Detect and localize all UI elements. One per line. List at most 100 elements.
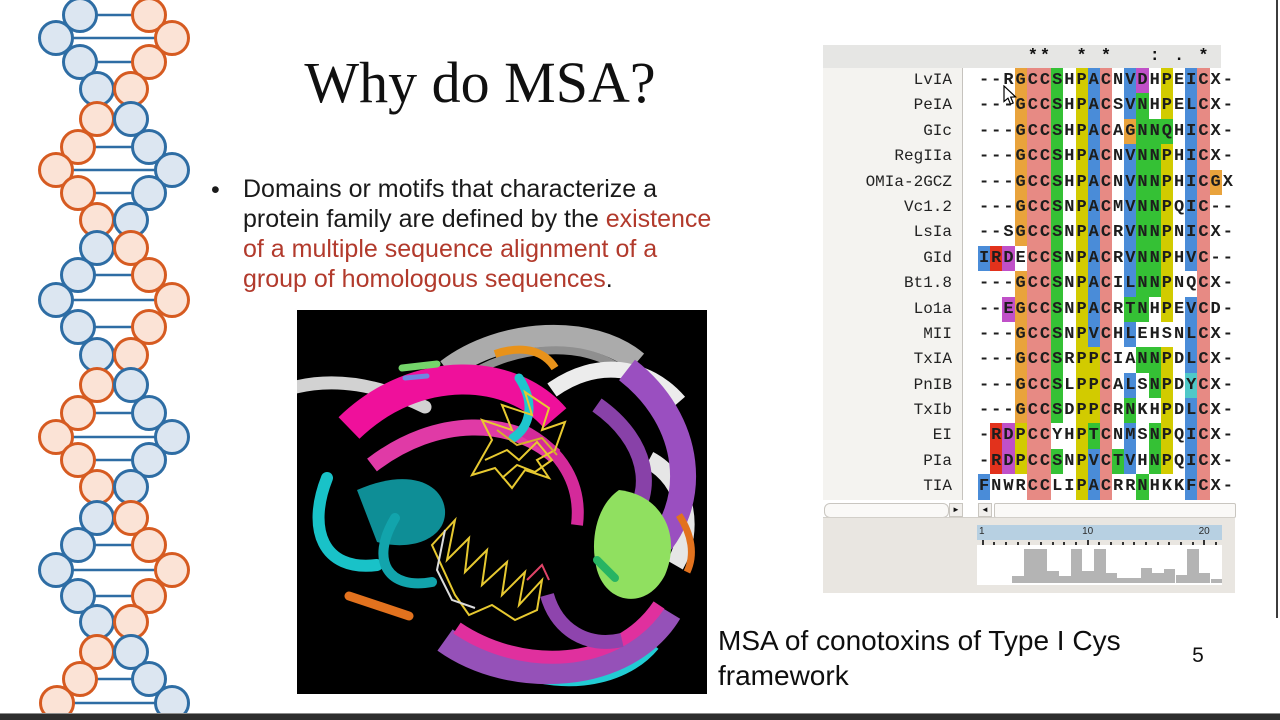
residue-cell[interactable]: W [1002,474,1015,500]
residue-cell[interactable]: - [1002,169,1015,195]
names-horizontal-scrollbar[interactable] [824,503,949,518]
sequence-name[interactable]: GId [923,248,952,267]
residue-cell[interactable]: C [1099,347,1113,373]
residue-cell[interactable]: L [1185,347,1198,373]
residue-cell[interactable]: G [1014,271,1027,297]
residue-cell[interactable]: I [1185,220,1198,246]
residue-cell[interactable]: P [1075,296,1088,322]
residue-cell[interactable]: N [1136,144,1149,170]
residue-cell[interactable]: H [1148,93,1161,119]
residue-cell[interactable]: S [1051,245,1064,272]
residue-cell[interactable]: T [1124,296,1137,322]
residue-cell[interactable]: N [1112,423,1125,449]
residue-cell[interactable]: N [1148,423,1161,449]
residue-cell[interactable]: - [990,372,1003,399]
residue-cell[interactable]: S [1051,448,1064,475]
residue-cell[interactable]: - [1221,93,1234,119]
residue-cell[interactable]: G [1014,296,1027,322]
residue-cell[interactable]: N [1136,245,1149,272]
residue-cell[interactable]: N [1136,118,1149,145]
residue-cell[interactable]: N [990,474,1003,500]
residue-cell[interactable]: A [1087,194,1100,221]
residue-cell[interactable]: R [990,245,1003,272]
residue-cell[interactable]: R [1124,474,1137,500]
residue-cell[interactable]: E [1002,296,1015,322]
residue-cell[interactable]: - [1221,271,1234,297]
residue-cell[interactable]: - [1221,321,1234,348]
residue-cell[interactable]: P [1160,169,1173,195]
residue-cell[interactable]: E [1173,296,1186,322]
residue-cell[interactable]: S [1051,169,1064,195]
residue-cell[interactable]: A [1087,68,1100,94]
residue-cell[interactable]: P [1160,271,1173,297]
residue-cell[interactable]: - [1221,296,1234,322]
residue-cell[interactable]: P [1075,245,1088,272]
residue-cell[interactable]: P [1075,423,1088,449]
residue-cell[interactable]: X [1209,144,1222,170]
residue-cell[interactable]: X [1209,271,1222,297]
residue-cell[interactable]: X [1209,448,1222,475]
residue-cell[interactable]: R [990,423,1003,449]
residue-cell[interactable]: G [1014,398,1027,424]
residue-cell[interactable]: A [1087,93,1100,119]
residue-cell[interactable]: P [1075,220,1088,246]
residue-cell[interactable]: - [1221,398,1234,424]
residue-cell[interactable]: - [990,144,1003,170]
residue-cell[interactable]: C [1026,169,1039,195]
residue-cell[interactable]: N [1136,271,1149,297]
residue-cell[interactable]: S [1051,194,1064,221]
residue-cell[interactable]: - [1221,144,1234,170]
residue-cell[interactable]: Q [1160,118,1173,145]
residue-cell[interactable]: E [1136,321,1149,348]
residue-cell[interactable]: C [1038,93,1052,119]
residue-cell[interactable]: S [1051,271,1064,297]
residue-cell[interactable]: S [1051,321,1064,348]
residue-cell[interactable]: P [1075,372,1088,399]
residue-cell[interactable]: R [1112,398,1125,424]
residue-cell[interactable]: - [1221,220,1234,246]
residue-cell[interactable]: C [1026,398,1039,424]
scroll-right-button[interactable]: ► [949,503,963,517]
residue-cell[interactable]: - [990,169,1003,195]
residue-cell[interactable]: P [1160,245,1173,272]
residue-cell[interactable]: C [1099,118,1113,145]
residue-cell[interactable]: C [1099,220,1113,246]
residue-cell[interactable]: P [1160,93,1173,119]
residue-cell[interactable]: - [978,372,991,399]
residue-cell[interactable]: I [1112,271,1125,297]
residue-cell[interactable]: H [1112,321,1125,348]
residue-cell[interactable]: - [1002,271,1015,297]
residue-cell[interactable]: D [1173,372,1186,399]
residue-cell[interactable]: D [1173,347,1186,373]
residue-cell[interactable]: H [1063,423,1076,449]
residue-cell[interactable]: S [1051,93,1064,119]
residue-cell[interactable]: C [1038,296,1052,322]
residue-cell[interactable]: - [978,144,991,170]
residue-cell[interactable]: R [990,448,1003,475]
residue-cell[interactable]: P [1160,220,1173,246]
residue-cell[interactable]: C [1026,93,1039,119]
sequence-name[interactable]: PIa [923,451,952,470]
residue-cell[interactable]: I [1185,194,1198,221]
sequence-name[interactable]: RegIIa [894,147,952,166]
residue-cell[interactable]: N [1148,118,1161,145]
residue-cell[interactable]: H [1063,68,1076,94]
residue-cell[interactable]: P [1075,194,1088,221]
residue-cell[interactable]: - [978,93,991,119]
residue-cell[interactable]: N [1136,169,1149,195]
residue-cell[interactable]: P [1075,93,1088,119]
residue-cell[interactable]: N [1148,372,1161,399]
residue-cell[interactable]: - [1221,194,1234,221]
residue-cell[interactable]: N [1148,169,1161,195]
residue-cell[interactable]: - [978,347,991,373]
residue-cell[interactable]: S [1002,220,1015,246]
residue-cell[interactable]: H [1063,169,1076,195]
residue-cell[interactable]: A [1112,372,1125,399]
sequence-name[interactable]: TIA [923,477,952,496]
residue-cell[interactable]: P [1160,347,1173,373]
residue-cell[interactable]: G [1014,68,1027,94]
residue-cell[interactable]: F [1185,474,1198,500]
residue-cell[interactable]: V [1185,245,1198,272]
residue-cell[interactable]: L [1124,271,1137,297]
residue-cell[interactable]: R [1014,474,1027,500]
